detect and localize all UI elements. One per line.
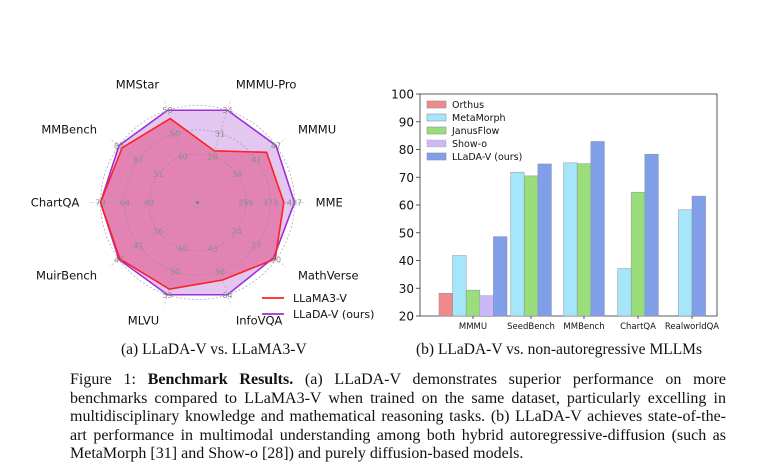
bar-janusflow [630, 191, 646, 317]
radar-axis-label: MME [316, 196, 343, 210]
radar-legend-label: LLaMA3-V [293, 292, 347, 305]
radar-tick-label: 30 [271, 256, 281, 265]
bar-y-tick-label: 20 [399, 310, 414, 324]
radar-chart: 256 373 487 34 41 47 28 31 34 40 50 58 51 67 82 49 64 79 3… [31, 77, 375, 327]
bar-y-tick-label: 70 [399, 171, 414, 185]
bar-y-tick-label: 30 [399, 282, 414, 296]
bar-legend-label: Show-o [452, 139, 487, 150]
bar-show-o [479, 295, 494, 317]
radar-tick-label: 40 [177, 245, 187, 254]
bar-metamorph [617, 268, 632, 317]
radar-tick-label: 49 [144, 199, 154, 208]
radar-tick-label: 64 [120, 199, 130, 208]
subcaption-a: (a) LLaDA-V vs. LLaMA3-V [121, 341, 307, 358]
radar-axis-label: MathVerse [298, 268, 359, 282]
caption-text: (a) LLaDA-V demonstrates superior perfor… [70, 371, 727, 463]
bar-legend-swatch [426, 126, 447, 135]
bar-metamorph [678, 209, 693, 317]
radar-line-llama3-v [99, 117, 285, 291]
bar-y-tick-label: 60 [399, 199, 414, 213]
radar-center [196, 201, 199, 204]
radar-axis-label: MuirBench [36, 268, 97, 282]
bar-legend-swatch [426, 100, 447, 109]
radar-tick-label: 56 [215, 268, 225, 277]
subcaption-b: (b) LLaDA-V vs. non-autoregressive MLLMs [416, 341, 702, 358]
radar-tick-label: 51 [153, 170, 163, 179]
radar-tick-label: 50 [170, 129, 180, 138]
bar-x-tick-label: MMBench [563, 322, 604, 332]
bar-x-tick-label: ChartQA [620, 322, 656, 332]
radar-tick-label: 67 [134, 156, 144, 165]
radar-legend-label: LLaDA-V (ours) [293, 308, 374, 321]
bar-janusflow [523, 175, 539, 317]
radar-tick-label: 31 [215, 129, 225, 138]
radar-tick-label: 64 [222, 291, 232, 300]
bar-chart: 20 30 40 50 60 70 80 90 100 MMMU SeedBench MMBench C… [391, 88, 719, 333]
bar-x-tick-label: MMMU [459, 322, 487, 332]
figure-caption: Figure 1: Benchmark Results. (a) LLaDA-V… [70, 371, 726, 464]
radar-tick-label: 28 [207, 152, 217, 161]
radar-tick-label: 47 [114, 256, 124, 265]
radar-fill-llama3-v [100, 118, 284, 290]
bar-y-tick-label: 80 [399, 143, 414, 157]
caption-bold: Benchmark Results. [147, 371, 294, 388]
radar-axis-label: ChartQA [31, 196, 80, 210]
radar-axis-label: MMMU [298, 123, 336, 137]
radar-tick-label: 27 [251, 241, 261, 250]
bar-y-tick-label: 40 [399, 254, 414, 268]
bar-y-tick-label: 90 [399, 115, 414, 129]
bar-metamorph [563, 162, 578, 317]
radar-axis-label: MLVU [128, 314, 159, 328]
bar-legend-label: MetaMorph [452, 113, 506, 124]
radar-axis-label: MMBench [41, 123, 97, 137]
radar-tick-label: 487 [287, 199, 302, 208]
radar-tick-label: 79 [95, 199, 105, 208]
bar-llada-v-ours- [493, 236, 508, 317]
bar-llada-v-ours- [691, 195, 706, 317]
radar-tick-label: 34 [232, 170, 242, 179]
bar-legend-swatch [426, 113, 447, 122]
radar-tick-label: 41 [134, 241, 144, 250]
bar-llada-v-ours- [537, 163, 552, 317]
bar-legend-swatch [426, 139, 447, 148]
radar-tick-label: 256 [238, 199, 253, 208]
bar-llada-v-ours- [644, 153, 659, 317]
caption-label: Figure 1: [70, 371, 148, 388]
bar-legend-swatch [426, 152, 447, 161]
radar-tick-label: 43 [207, 245, 217, 254]
radar-tick-label: 36 [153, 227, 163, 236]
radar-tick-label: 373 [263, 199, 278, 208]
radar-tick-label: 24 [232, 227, 242, 236]
radar-axis-label: InfoVQA [236, 314, 283, 328]
bar-metamorph [452, 255, 467, 317]
bar-legend-label: Orthus [452, 100, 484, 111]
radar-tick-label: 59 [162, 291, 172, 300]
bar-x-tick-label: SeedBench [507, 322, 555, 332]
bar-legend-label: LLaDA-V (ours) [452, 152, 522, 163]
radar-axis-label: MMMU-Pro [236, 77, 297, 91]
bar-llada-v-ours- [590, 141, 605, 317]
bar-y-tick-label: 50 [399, 226, 414, 240]
bar-janusflow [465, 289, 481, 317]
radar-tick-label: 40 [177, 152, 187, 161]
radar-axis-label: MMStar [116, 77, 160, 91]
radar-tick-label: 41 [251, 156, 261, 165]
radar-tick-label: 50 [170, 268, 180, 277]
bar-janusflow [576, 163, 592, 317]
bar-x-tick-label: RealworldQA [665, 322, 719, 332]
bar-y-tick-label: 100 [391, 88, 414, 102]
radar-tick-label: 47 [271, 141, 281, 150]
radar-tick-label: 58 [162, 106, 172, 115]
bar-legend-label: JanusFlow [451, 126, 500, 137]
radar-tick-label: 82 [114, 141, 124, 150]
bar-orthus [438, 292, 453, 317]
radar-tick-label: 34 [222, 106, 232, 115]
bar-metamorph [510, 171, 525, 317]
